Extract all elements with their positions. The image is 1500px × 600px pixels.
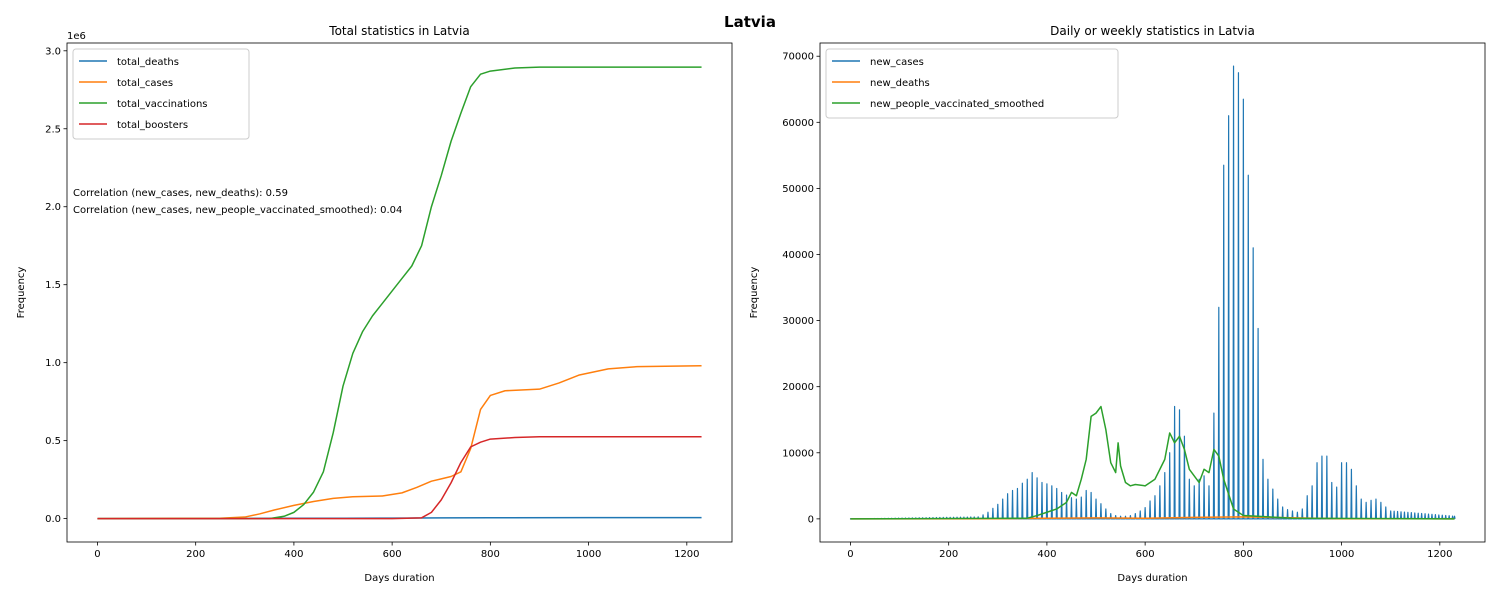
x-tick-label: 800 [1234, 549, 1253, 560]
x-tick-label: 1000 [576, 549, 601, 560]
chart-title: Total statistics in Latvia [328, 24, 469, 38]
x-tick-label: 600 [1136, 549, 1155, 560]
axes-frame [66, 42, 733, 543]
chart-title: Daily or weekly statistics in Latvia [1050, 24, 1255, 38]
y-tick-label: 40000 [782, 250, 814, 261]
y-tick-label: 0.5 [45, 436, 61, 447]
legend-label: new_people_vaccinated_smoothed [870, 99, 1044, 110]
series-line-new-people-vaccinated-smoothed [850, 405, 1455, 520]
legend: total_deaths total_cases total_vaccination… [72, 48, 250, 140]
x-tick-label: 0 [94, 549, 100, 560]
series-line-new-cases [849, 65, 1456, 520]
plot-area [97, 66, 702, 520]
legend-frame [825, 48, 1119, 119]
correlation-annotation: Correlation (new_cases, new_people_vacci… [73, 205, 402, 216]
y-tick-label: 60000 [782, 118, 814, 129]
series-line-total-cases [97, 365, 702, 520]
legend-item: new_cases [832, 57, 924, 68]
panel-total-statistics: Total statistics in Latvia 0 200 400 600 800 1… [16, 24, 733, 584]
legend-item: new_people_vaccinated_smoothed [832, 99, 1044, 110]
legend-label: total_deaths [117, 57, 179, 68]
y-tick-label: 3.0 [45, 46, 61, 57]
series-line-total-vaccinations [97, 66, 702, 520]
x-tick-label: 800 [481, 549, 500, 560]
y-offset-label: 1e6 [67, 31, 86, 42]
y-axis-label: Frequency [749, 267, 760, 319]
y-tick-label: 1.0 [45, 358, 61, 369]
x-axis-label: Days duration [1117, 573, 1187, 584]
legend-label: new_deaths [870, 78, 930, 89]
y-tick-label: 30000 [782, 316, 814, 327]
legend-label: total_cases [117, 78, 173, 89]
plot-area [849, 65, 1456, 520]
correlation-annotation: Correlation (new_cases, new_deaths): 0.5… [73, 188, 288, 199]
y-tick-label: 10000 [782, 448, 814, 459]
legend-frame [72, 48, 250, 140]
x-tick-label: 1000 [1329, 549, 1354, 560]
legend-label: new_cases [870, 57, 924, 68]
y-axis-label: Frequency [16, 267, 27, 319]
y-tick-label: 2.5 [45, 124, 61, 135]
legend-label: total_vaccinations [117, 99, 208, 110]
legend-item: total_cases [79, 78, 173, 89]
legend-item: new_deaths [832, 78, 930, 89]
x-tick-label: 1200 [674, 549, 699, 560]
x-tick-label: 200 [939, 549, 958, 560]
x-tick-label: 0 [847, 549, 853, 560]
legend-label: total_boosters [117, 120, 188, 131]
panel-daily-weekly-statistics: Daily or weekly statistics in Latvia 0 200… [749, 24, 1486, 584]
x-tick-label: 1200 [1427, 549, 1452, 560]
axes-frame [819, 42, 1486, 543]
y-tick-label: 50000 [782, 184, 814, 195]
x-tick-label: 400 [284, 549, 303, 560]
legend-item: total_boosters [79, 120, 188, 131]
y-tick-label: 1.5 [45, 280, 61, 291]
y-tick-label: 0 [808, 514, 814, 525]
figure-suptitle: Latvia [724, 13, 776, 31]
legend-item: total_vaccinations [79, 99, 208, 110]
x-axis-label: Days duration [364, 573, 434, 584]
x-tick-label: 600 [383, 549, 402, 560]
legend: new_cases new_deaths new_people_vaccinated… [825, 48, 1119, 119]
y-tick-label: 0.0 [45, 514, 61, 525]
y-tick-label: 2.0 [45, 202, 61, 213]
x-tick-label: 400 [1037, 549, 1056, 560]
series-line-total-boosters [97, 435, 702, 520]
y-tick-label: 20000 [782, 382, 814, 393]
x-tick-label: 200 [186, 549, 205, 560]
y-tick-label: 70000 [782, 52, 814, 63]
legend-item: total_deaths [79, 57, 179, 68]
